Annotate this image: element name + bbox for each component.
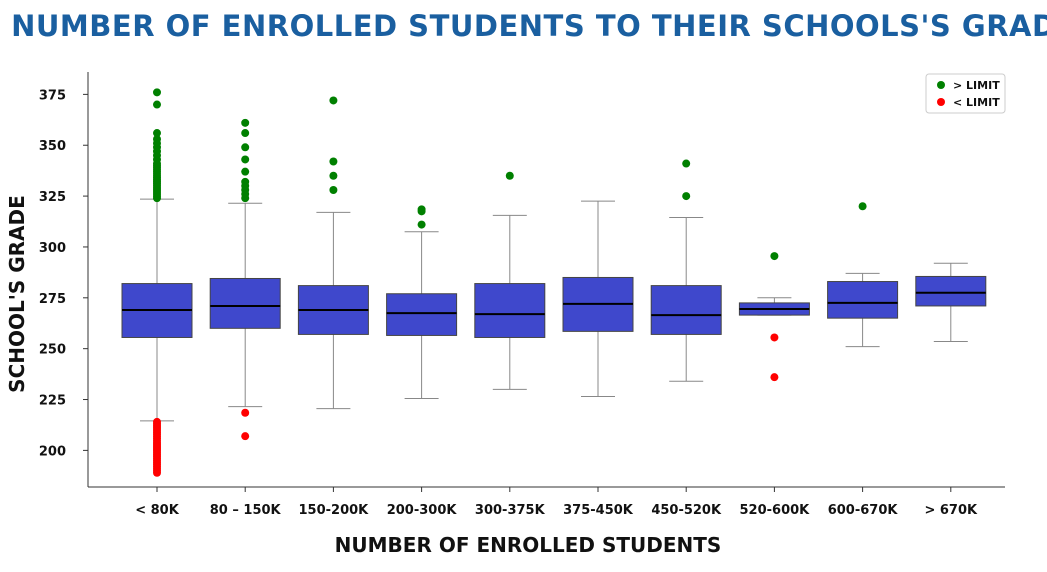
outlier-above (241, 155, 250, 164)
y-tick-label: 350 (39, 139, 66, 154)
outlier-below (153, 417, 161, 426)
y-tick-label: 250 (39, 343, 66, 358)
box-group (827, 202, 899, 348)
legend: > LIMIT < LIMIT (925, 73, 1006, 114)
x-axis-label: NUMBER OF ENROLLED STUDENTS (335, 533, 722, 557)
box-group (562, 200, 634, 397)
outlier-above (329, 96, 338, 105)
y-tick-label: 275 (39, 292, 66, 307)
x-tick-label: > 670K (924, 503, 978, 518)
outlier-above (505, 171, 514, 180)
box-group (650, 159, 722, 382)
outlier-above (153, 88, 161, 97)
iqr-box (209, 277, 281, 329)
outlier-above (241, 118, 250, 127)
x-tick-label: 600-670K (828, 503, 899, 518)
outlier-above (329, 185, 338, 194)
chart-title: NUMBER OF ENROLLED STUDENTS TO THEIR SCH… (11, 9, 1047, 43)
y-tick-label: 200 (39, 444, 66, 459)
outlier-above (682, 159, 691, 168)
x-tick-label: < 80K (135, 503, 180, 518)
iqr-box (386, 293, 458, 336)
box-group (121, 88, 193, 477)
x-tick-label: 520-600K (740, 503, 811, 518)
outlier-above (858, 202, 867, 211)
iqr-box (650, 285, 722, 335)
x-ticks: < 80K 80 – 150K 150-200K 200-300K 300-375K 37… (135, 487, 978, 518)
box-group (297, 96, 369, 410)
iqr-box (915, 275, 987, 307)
legend-frame (925, 73, 1006, 114)
outlier-above (770, 252, 779, 261)
iqr-box (474, 283, 546, 338)
outlier-above (682, 192, 691, 201)
box-group (386, 205, 458, 400)
y-tick-label: 300 (39, 241, 66, 256)
outlier-above (241, 143, 250, 152)
outlier-below (241, 432, 250, 441)
box-group (915, 262, 987, 343)
outlier-above (241, 177, 250, 186)
x-tick-label: 150-200K (299, 503, 370, 518)
legend-label-above: > LIMIT (953, 79, 1000, 92)
outlier-below (770, 333, 779, 342)
y-tick-label: 375 (39, 88, 66, 103)
outlier-below (241, 408, 250, 417)
y-axis-label: SCHOOL'S GRADE (5, 195, 29, 393)
outlier-above (241, 167, 250, 176)
outlier-above (417, 220, 426, 229)
axes (87, 72, 1005, 488)
legend-marker-below (937, 98, 945, 106)
x-tick-label: 200-300K (387, 503, 458, 518)
outlier-above (417, 205, 426, 214)
box-group (738, 252, 810, 382)
box-group (474, 171, 546, 390)
y-tick-label: 325 (39, 190, 66, 205)
outlier-above (153, 100, 161, 109)
iqr-box (827, 281, 899, 319)
boxes (121, 88, 987, 477)
outlier-above (153, 135, 161, 144)
x-tick-label: 300-375K (475, 503, 546, 518)
x-tick-label: 450-520K (651, 503, 722, 518)
y-tick-label: 225 (39, 394, 66, 409)
outlier-above (241, 129, 250, 138)
outlier-above (329, 171, 338, 180)
y-ticks: 200 225 250 275 300 325 350 375 (39, 88, 88, 459)
legend-marker-above (937, 81, 945, 89)
x-tick-label: 375-450K (563, 503, 634, 518)
x-tick-label: 80 – 150K (210, 503, 282, 518)
legend-label-below: < LIMIT (953, 96, 1000, 109)
outlier-below (770, 373, 779, 382)
outlier-above (153, 129, 161, 138)
box-group (209, 118, 281, 441)
outlier-above (329, 157, 338, 166)
